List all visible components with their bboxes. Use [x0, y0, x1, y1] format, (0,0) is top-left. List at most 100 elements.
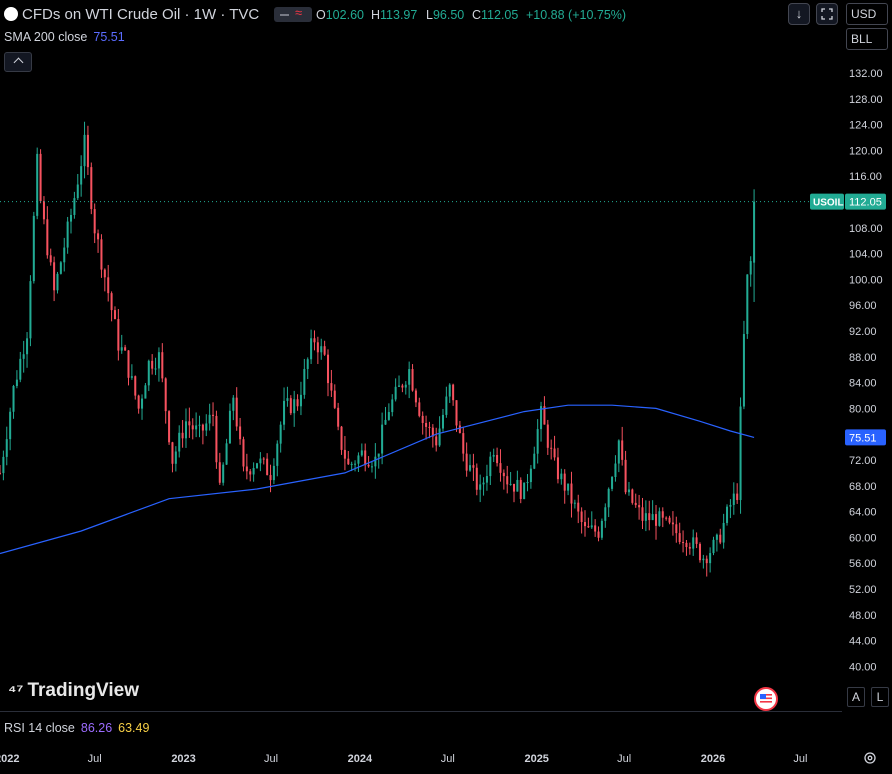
- log-scale-button[interactable]: L: [871, 687, 889, 707]
- candle-body: [749, 261, 752, 275]
- sma-price-label: 75.51: [849, 432, 877, 444]
- candle-body: [225, 443, 228, 465]
- candle-body: [137, 395, 140, 409]
- candle-body: [120, 347, 123, 351]
- candle-body: [550, 447, 553, 449]
- candle-body: [698, 543, 701, 561]
- candle-body: [0, 472, 2, 474]
- candle-body: [218, 462, 221, 483]
- candle-body: [452, 384, 455, 401]
- candle-body: [682, 542, 685, 544]
- candle-body: [685, 542, 688, 548]
- candle-body: [22, 354, 25, 359]
- ohlc-high-value: 113.97: [380, 8, 418, 22]
- sma-200-line: [0, 404, 755, 555]
- tradingview-logo-icon: ⁴⁷: [8, 681, 24, 700]
- candle-body: [688, 547, 691, 549]
- fullscreen-button[interactable]: [816, 3, 838, 25]
- candle-body: [512, 483, 516, 492]
- candle-body: [567, 483, 570, 491]
- candle-body: [178, 432, 181, 452]
- auto-scale-button[interactable]: A: [847, 687, 865, 707]
- candle-body: [573, 502, 576, 504]
- candle-body: [496, 455, 499, 464]
- candle-body: [455, 400, 458, 426]
- candle-body: [255, 463, 259, 469]
- candle-body: [266, 458, 269, 476]
- candle-body: [364, 450, 367, 465]
- candle-body: [658, 511, 661, 526]
- candle-body: [174, 451, 177, 464]
- candle-body: [519, 479, 522, 499]
- sma-legend[interactable]: SMA 200 close 75.51: [4, 30, 125, 44]
- candle-body: [80, 166, 83, 185]
- candle-body: [15, 379, 18, 387]
- candle-body: [726, 506, 729, 523]
- candle-body: [164, 378, 167, 412]
- us-flag-icon[interactable]: [754, 687, 778, 711]
- sma-legend-value: 75.51: [93, 30, 125, 44]
- price-tick-label: 108.00: [849, 223, 883, 235]
- ohlc-low-value: 96.50: [432, 8, 465, 22]
- candle-body: [370, 466, 373, 468]
- ohlc-close: C112.05: [472, 8, 518, 22]
- candle-body: [147, 360, 150, 386]
- candle-body: [212, 414, 215, 416]
- candle-body: [83, 134, 86, 167]
- candle-body: [404, 384, 407, 388]
- price-tick-label: 92.00: [849, 326, 877, 338]
- price-tick-label: 60.00: [849, 532, 877, 544]
- candle-body: [458, 425, 461, 434]
- candle-body: [479, 484, 482, 490]
- candle-body: [340, 426, 343, 450]
- candle-body: [26, 338, 29, 355]
- candle-body: [306, 359, 309, 369]
- price-tick-label: 120.00: [849, 145, 883, 157]
- gear-icon[interactable]: [862, 750, 878, 766]
- candle-body: [299, 394, 302, 407]
- price-tick-label: 68.00: [849, 481, 877, 493]
- candle-body: [526, 482, 529, 484]
- candle-body: [445, 396, 448, 415]
- rsi-legend[interactable]: RSI 14 close 86.26 63.49: [4, 721, 149, 735]
- candle-body: [485, 476, 488, 483]
- download-button[interactable]: ↓: [788, 3, 810, 25]
- candle-body: [141, 398, 144, 409]
- candle-body: [465, 453, 468, 471]
- candle-body: [739, 406, 742, 501]
- candle-body: [655, 514, 658, 526]
- price-labels: USOIL 112.05 75.51: [810, 193, 886, 446]
- candle-body: [337, 407, 340, 427]
- candle-body: [644, 513, 647, 521]
- candle-body: [168, 411, 171, 443]
- currency-selector[interactable]: USD: [846, 3, 888, 25]
- symbol-title[interactable]: CFDs on WTI Crude Oil · 1W · TVC: [4, 6, 259, 23]
- collapse-legend-button[interactable]: [4, 52, 32, 72]
- candle-body: [540, 406, 543, 430]
- candle-body: [668, 517, 671, 523]
- time-tick-label: 2023: [171, 753, 195, 765]
- candle-body: [631, 489, 634, 503]
- candle-body: [198, 424, 201, 426]
- candle-body: [347, 458, 350, 465]
- candle-body: [661, 511, 664, 518]
- candle-body: [191, 425, 194, 430]
- wave-icon: ≈: [295, 5, 303, 20]
- candle-body: [425, 422, 428, 427]
- candle-body: [289, 398, 292, 414]
- candle-body: [157, 352, 160, 369]
- unit-selector[interactable]: BLL: [846, 28, 888, 50]
- candle-body: [154, 368, 157, 370]
- candle-body: [303, 368, 306, 395]
- candle-body: [333, 390, 336, 408]
- time-tick-label: 2022: [0, 753, 19, 765]
- candle-body: [259, 458, 262, 464]
- indicator-toggle-badge[interactable]: ≈: [274, 5, 312, 22]
- ohlc-change: +10.88 (+10.75%): [526, 8, 626, 22]
- price-tick-label: 88.00: [849, 352, 877, 364]
- candle-body: [59, 262, 62, 274]
- pane-separator: [0, 711, 842, 712]
- candle-body: [736, 493, 739, 501]
- candle-body: [36, 153, 39, 216]
